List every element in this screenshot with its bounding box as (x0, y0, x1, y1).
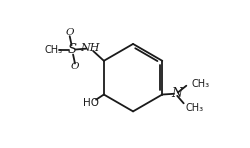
Text: NH: NH (80, 43, 100, 53)
Text: CH₃: CH₃ (192, 79, 210, 89)
Text: CH₃: CH₃ (44, 45, 62, 55)
Text: N: N (171, 87, 182, 100)
Text: HO: HO (84, 98, 100, 108)
Text: S: S (68, 43, 77, 56)
Text: O: O (71, 62, 80, 71)
Text: CH₃: CH₃ (186, 103, 204, 113)
Text: O: O (65, 28, 74, 37)
